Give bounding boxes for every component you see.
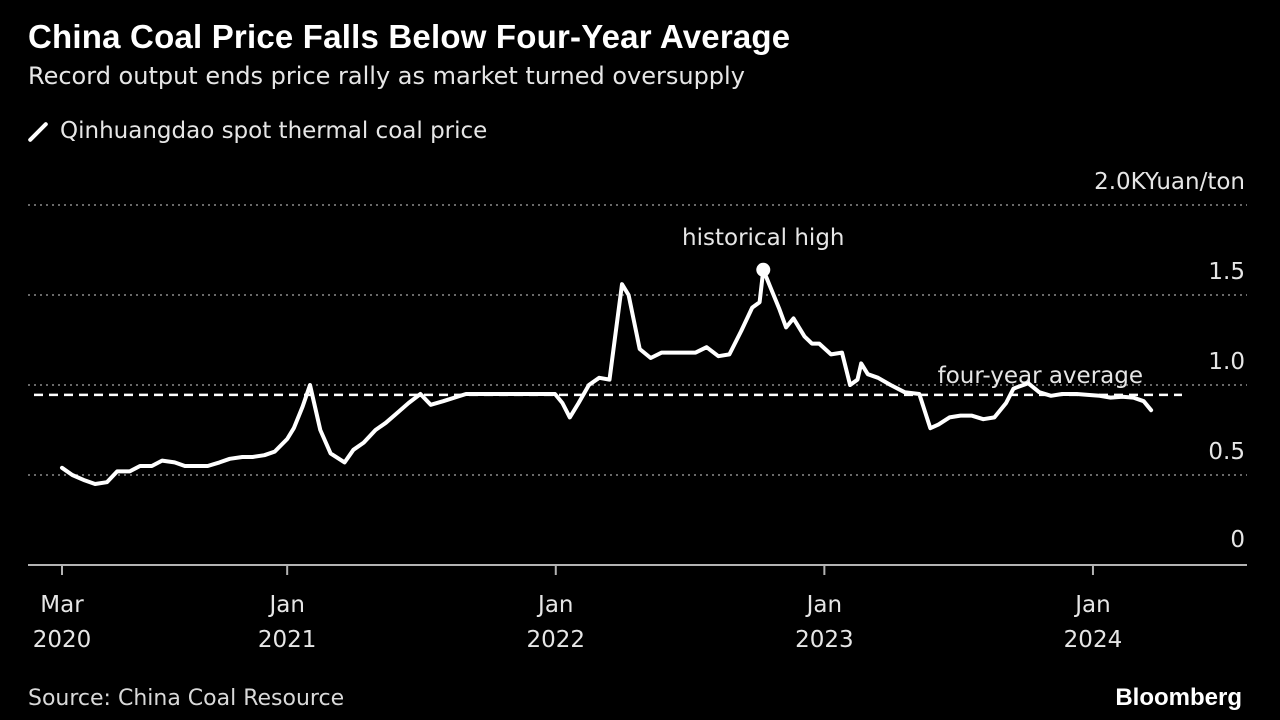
x-tick-label-month: Jan	[536, 592, 573, 618]
series-line-coal-price	[60, 267, 1154, 486]
historical-high-label: historical high	[682, 225, 844, 251]
x-tick-label-month: Jan	[805, 592, 842, 618]
y-tick-label: 2.0KYuan/ton	[1094, 169, 1245, 195]
chart-title: China Coal Price Falls Below Four-Year A…	[28, 18, 791, 55]
y-tick-label: 1.0	[1208, 349, 1245, 375]
brand-logo: Bloomberg	[1115, 684, 1242, 711]
y-tick-label: 1.5	[1208, 259, 1245, 285]
x-tick-label-year: 2021	[258, 627, 317, 653]
x-tick-label-year: 2023	[795, 627, 854, 653]
legend: Qinhuangdao spot thermal coal price	[28, 118, 487, 144]
x-tick-label-month: Jan	[267, 592, 304, 618]
y-tick-label: 0.5	[1208, 439, 1245, 465]
x-tick-label-month: Jan	[1073, 592, 1110, 618]
x-tick-label-year: 2024	[1064, 627, 1123, 653]
x-tick-label-year: 2020	[33, 627, 92, 653]
x-tick-label-year: 2022	[526, 627, 585, 653]
y-tick-label: 0	[1230, 527, 1245, 553]
x-tick-label-month: Mar	[40, 592, 84, 618]
source-note: Source: China Coal Resource	[28, 686, 345, 711]
chart-subtitle: Record output ends price rally as market…	[28, 62, 745, 90]
historical-high-marker	[756, 262, 771, 277]
legend-label: Qinhuangdao spot thermal coal price	[60, 118, 488, 144]
four-year-average-label: four-year average	[938, 363, 1143, 389]
